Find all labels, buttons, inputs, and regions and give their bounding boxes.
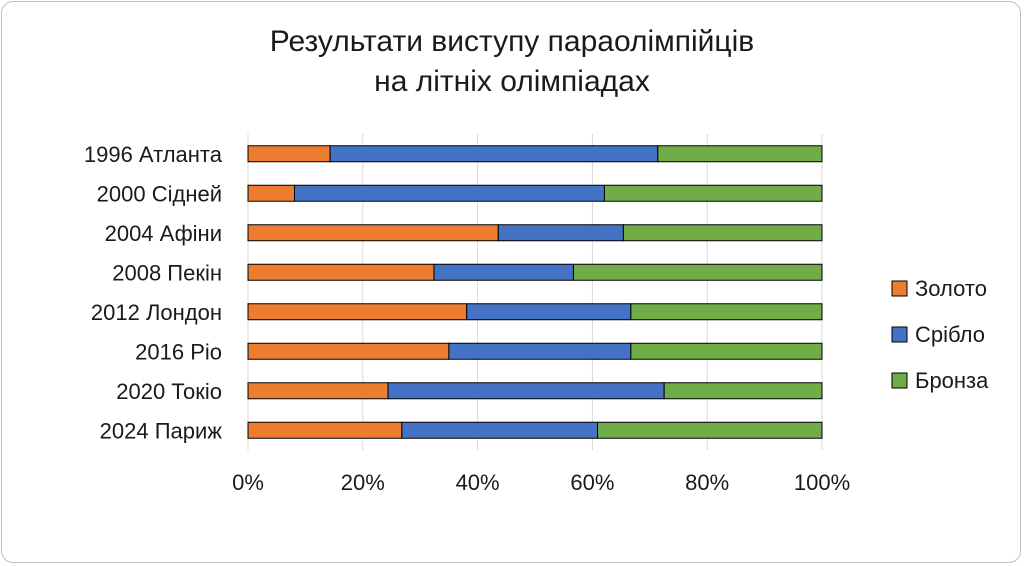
bar-segment <box>293 184 605 202</box>
bar-segment <box>401 421 599 439</box>
legend-label: Бронза <box>915 368 989 393</box>
bar-segment <box>448 342 632 360</box>
legend-label: Золото <box>915 276 987 301</box>
bar-segment <box>630 342 823 360</box>
category-label: 2012 Лондон <box>91 300 222 325</box>
x-tick-label: 0% <box>232 470 264 495</box>
legend-label: Срібло <box>915 322 985 347</box>
legend-swatch <box>891 280 908 297</box>
chart-title-line-1: Результати виступу параолімпійців <box>269 25 755 58</box>
bar-segment <box>663 382 823 400</box>
category-label: 2024 Париж <box>100 418 223 443</box>
category-label: 2016 Ріо <box>135 339 222 364</box>
bar-segment <box>247 342 450 360</box>
bar-segment <box>572 263 823 281</box>
bar-segment <box>630 303 823 321</box>
x-tick-label: 20% <box>341 470 385 495</box>
bar-segment <box>247 224 499 242</box>
x-tick-label: 40% <box>456 470 500 495</box>
bar-segment <box>247 421 403 439</box>
category-label: 2020 Токіо <box>116 379 222 404</box>
bar-segment <box>622 224 823 242</box>
bar-segment <box>597 421 823 439</box>
bar-segment <box>466 303 632 321</box>
x-tick-label: 60% <box>570 470 614 495</box>
bar-segment <box>433 263 574 281</box>
bar-segment <box>247 303 468 321</box>
category-label: 2000 Сідней <box>97 181 222 206</box>
x-tick-label: 80% <box>685 470 729 495</box>
chart-title: Результати виступу параолімпійців на літ… <box>0 22 1024 102</box>
category-label: 2008 Пекін <box>112 260 222 285</box>
bar-segment <box>497 224 624 242</box>
x-tick-label: 100% <box>794 470 850 495</box>
bar-segment <box>603 184 823 202</box>
bar-segment <box>387 382 665 400</box>
bar-segment <box>657 145 823 163</box>
bar-segment <box>329 145 659 163</box>
legend-swatch <box>891 372 908 389</box>
bar-segment <box>247 382 389 400</box>
bar-segment <box>247 145 331 163</box>
category-label: 2004 Афіни <box>105 221 222 246</box>
chart-title-line-2: на літніх олімпіадах <box>374 65 650 98</box>
bar-segment <box>247 184 295 202</box>
bar-segment <box>247 263 435 281</box>
legend-swatch <box>891 326 908 343</box>
category-label: 1996 Атланта <box>84 142 223 167</box>
